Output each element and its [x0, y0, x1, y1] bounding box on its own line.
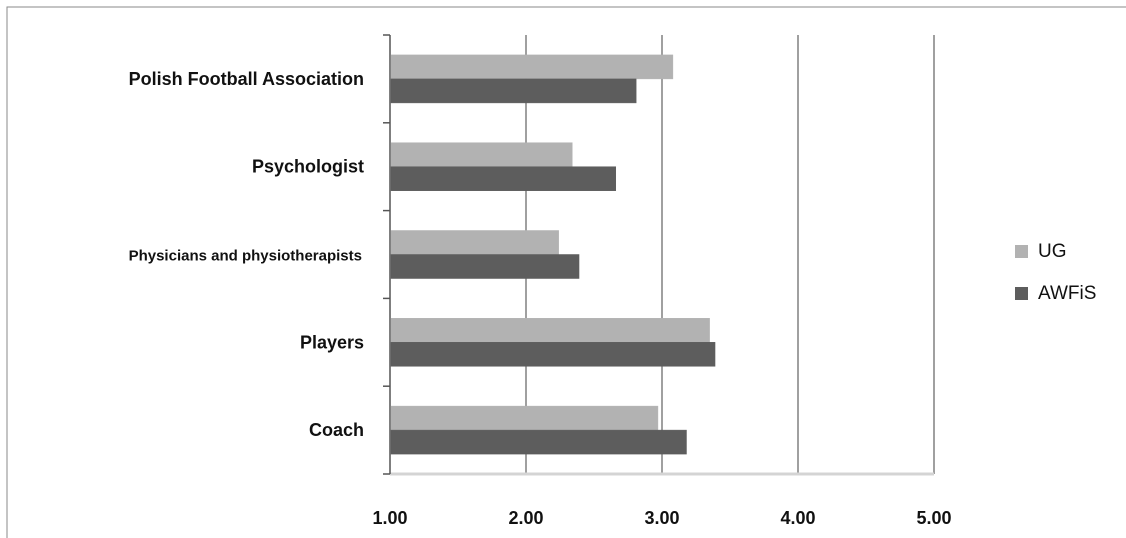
chart-border	[6, 6, 1126, 538]
bar-awfis	[390, 429, 687, 455]
legend-label: UG	[1038, 241, 1067, 262]
legend-swatch	[1015, 287, 1028, 300]
x-tick-label: 4.00	[780, 508, 815, 528]
x-tick-label: 2.00	[508, 508, 543, 528]
bar-awfis	[390, 254, 580, 279]
legend-label: AWFiS	[1038, 283, 1096, 304]
bar-ug	[390, 142, 573, 167]
labels: Polish Football Association Psychologist P…	[129, 69, 952, 528]
bar-awfis	[390, 78, 637, 104]
category-label: Physicians and physiotherapists	[129, 248, 362, 265]
bar-awfis	[390, 342, 716, 367]
category-label: Players	[300, 332, 364, 352]
bars	[390, 54, 716, 455]
category-label: Psychologist	[252, 157, 364, 177]
bar-ug	[390, 318, 710, 343]
legend: UG AWFiS	[1015, 241, 1096, 304]
bar-awfis	[390, 166, 617, 191]
category-label: Polish Football Association	[129, 69, 364, 89]
legend-swatch	[1015, 245, 1028, 258]
axes	[383, 34, 934, 476]
bar-ug	[390, 230, 559, 255]
x-tick-label: 1.00	[372, 508, 407, 528]
x-tick-label: 3.00	[644, 508, 679, 528]
x-tick-label: 5.00	[916, 508, 951, 528]
category-label: Coach	[309, 420, 364, 440]
bar-ug	[390, 405, 659, 431]
bar-ug	[390, 54, 674, 80]
